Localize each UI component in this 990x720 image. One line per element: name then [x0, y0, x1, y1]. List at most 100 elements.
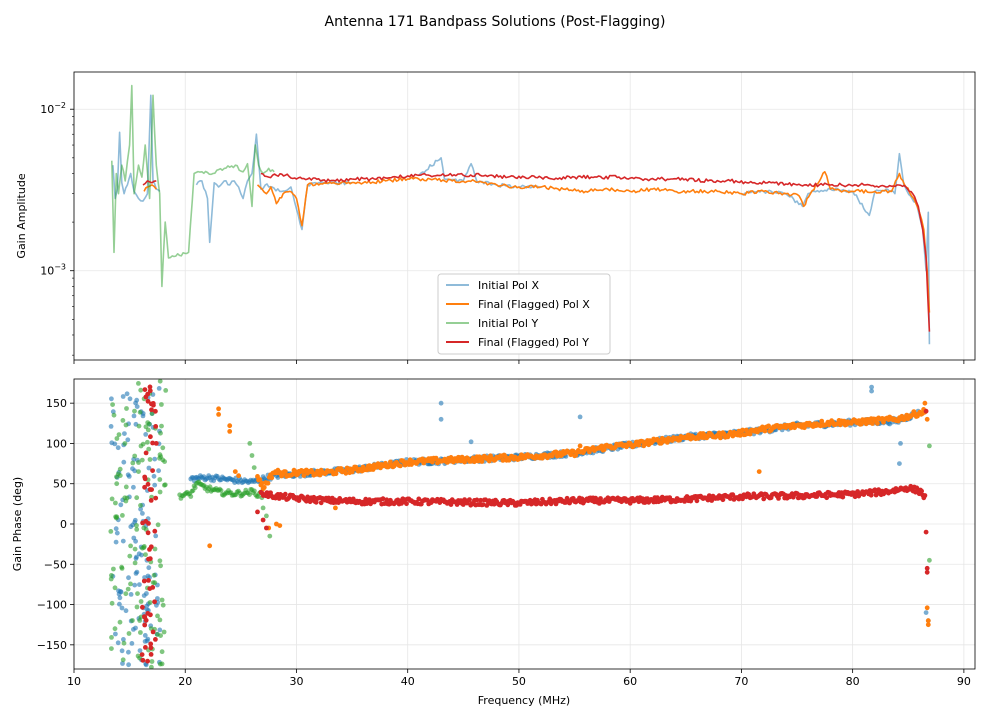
- phase-point-final-y: [146, 521, 151, 526]
- phase-ytick-label: 50: [53, 478, 67, 491]
- phase-point-initial-y: [151, 572, 157, 578]
- phase-point-final-y: [148, 434, 153, 440]
- phase-point-initial-y: [138, 387, 144, 393]
- phase-point-initial-y: [160, 445, 166, 451]
- phase-point-initial-y: [141, 544, 147, 549]
- phase-point-final-y: [505, 502, 511, 508]
- phase-point-final-y: [150, 440, 156, 446]
- phase-point-initial-x: [115, 640, 121, 646]
- phase-point-final-y: [264, 525, 269, 531]
- amplitude-panel: 10−3 10−2 Gain Amplitude Initial Pol X Fi…: [15, 71, 976, 364]
- phase-point-initial-y: [108, 529, 114, 534]
- phase-point-initial-y: [110, 402, 115, 407]
- phase-point-initial-x: [117, 601, 122, 607]
- phase-point-initial-x: [121, 637, 126, 642]
- phase-point-initial-x: [119, 605, 125, 611]
- phase-point-initial-y: [109, 646, 114, 651]
- phase-point-initial-x: [126, 575, 131, 581]
- phase-point-final-y: [153, 637, 158, 642]
- phase-point-initial-x: [577, 414, 583, 420]
- phase-point-initial-y: [251, 465, 257, 470]
- phase-point-initial-x: [113, 526, 119, 532]
- phase-point-initial-y: [247, 441, 253, 446]
- phase-point-final-y: [140, 604, 145, 610]
- phase-point-initial-x: [133, 538, 139, 544]
- phase-point-initial-y: [159, 597, 165, 603]
- phase-point-initial-y: [137, 409, 143, 415]
- phase-point-initial-x: [120, 661, 125, 666]
- phase-point-initial-x: [132, 582, 138, 588]
- phase-point-final-y: [694, 498, 700, 504]
- phase-point-initial-y: [157, 558, 163, 564]
- phase-point-initial-y: [132, 560, 138, 566]
- phase-point-initial-x: [134, 569, 140, 575]
- phase-point-initial-x: [133, 556, 139, 561]
- phase-point-final-y: [143, 450, 149, 456]
- phase-point-initial-y: [115, 471, 121, 477]
- phase-point-initial-y: [155, 613, 160, 619]
- phase-point-initial-x: [438, 400, 444, 406]
- phase-point-final-x: [227, 429, 233, 434]
- phase-point-initial-y: [132, 453, 138, 459]
- phase-point-initial-y: [192, 485, 198, 491]
- phase-point-final-y: [919, 488, 924, 494]
- phase-point-initial-x: [123, 608, 129, 614]
- phase-point-final-y: [142, 614, 147, 619]
- phase-point-initial-y: [112, 585, 118, 591]
- phase-point-initial-y: [149, 664, 154, 669]
- phase-point-initial-y: [114, 436, 120, 441]
- phase-point-initial-y: [128, 581, 133, 587]
- phase-point-final-x: [216, 406, 222, 412]
- phase-point-initial-x: [156, 386, 162, 391]
- phase-point-final-y: [255, 509, 260, 515]
- phase-point-initial-x: [125, 437, 131, 443]
- phase-point-initial-x: [146, 465, 152, 471]
- phase-point-initial-x: [113, 539, 119, 545]
- phase-point-initial-y: [134, 527, 140, 532]
- phase-point-initial-y: [158, 430, 163, 436]
- phase-point-initial-x: [151, 473, 157, 479]
- phase-point-initial-y: [927, 557, 932, 563]
- phase-point-initial-y: [117, 466, 123, 472]
- phase-point-initial-y: [139, 457, 145, 463]
- phase-point-initial-y: [109, 496, 115, 502]
- phase-point-initial-y: [114, 515, 119, 521]
- phase-point-initial-x: [132, 468, 138, 474]
- phase-point-final-y: [142, 484, 148, 490]
- amplitude-grid: [73, 72, 975, 360]
- legend-box: [437, 273, 611, 355]
- phase-xtick-label: 60: [623, 675, 637, 688]
- phase-point-initial-y: [152, 546, 158, 552]
- phase-point-final-x: [819, 418, 825, 424]
- phase-point-initial-y: [111, 566, 116, 572]
- phase-point-final-y: [914, 485, 920, 491]
- phase-point-initial-x: [869, 384, 874, 390]
- phase-point-initial-y: [159, 649, 165, 655]
- phase-point-final-x: [570, 448, 576, 454]
- phase-xtick-label: 20: [178, 675, 192, 688]
- phase-point-final-y: [149, 407, 154, 413]
- phase-point-initial-y: [113, 500, 118, 506]
- phase-point-initial-x: [137, 582, 142, 587]
- phase-point-initial-y: [132, 546, 138, 552]
- phase-point-final-x: [599, 443, 605, 449]
- phase-point-initial-y: [143, 552, 148, 557]
- phase-ytick-label: 0: [60, 518, 67, 531]
- phase-point-initial-y: [117, 619, 123, 625]
- phase-point-initial-y: [136, 423, 142, 429]
- phase-point-final-y: [484, 503, 490, 508]
- phase-point-final-y: [627, 500, 633, 506]
- phase-point-final-y: [145, 530, 151, 536]
- phase-point-final-y: [147, 384, 153, 390]
- phase-point-initial-y: [163, 388, 169, 393]
- phase-point-final-y: [149, 401, 154, 407]
- phase-point-final-x: [343, 470, 349, 476]
- phase-point-initial-y: [136, 460, 141, 465]
- phase-point-initial-y: [134, 604, 140, 610]
- phase-point-initial-y: [136, 381, 141, 386]
- phase-point-final-y: [642, 500, 648, 505]
- phase-point-final-y: [140, 657, 146, 663]
- phase-point-initial-y: [120, 513, 125, 518]
- phase-point-final-x: [333, 505, 338, 511]
- phase-point-final-y: [150, 585, 156, 590]
